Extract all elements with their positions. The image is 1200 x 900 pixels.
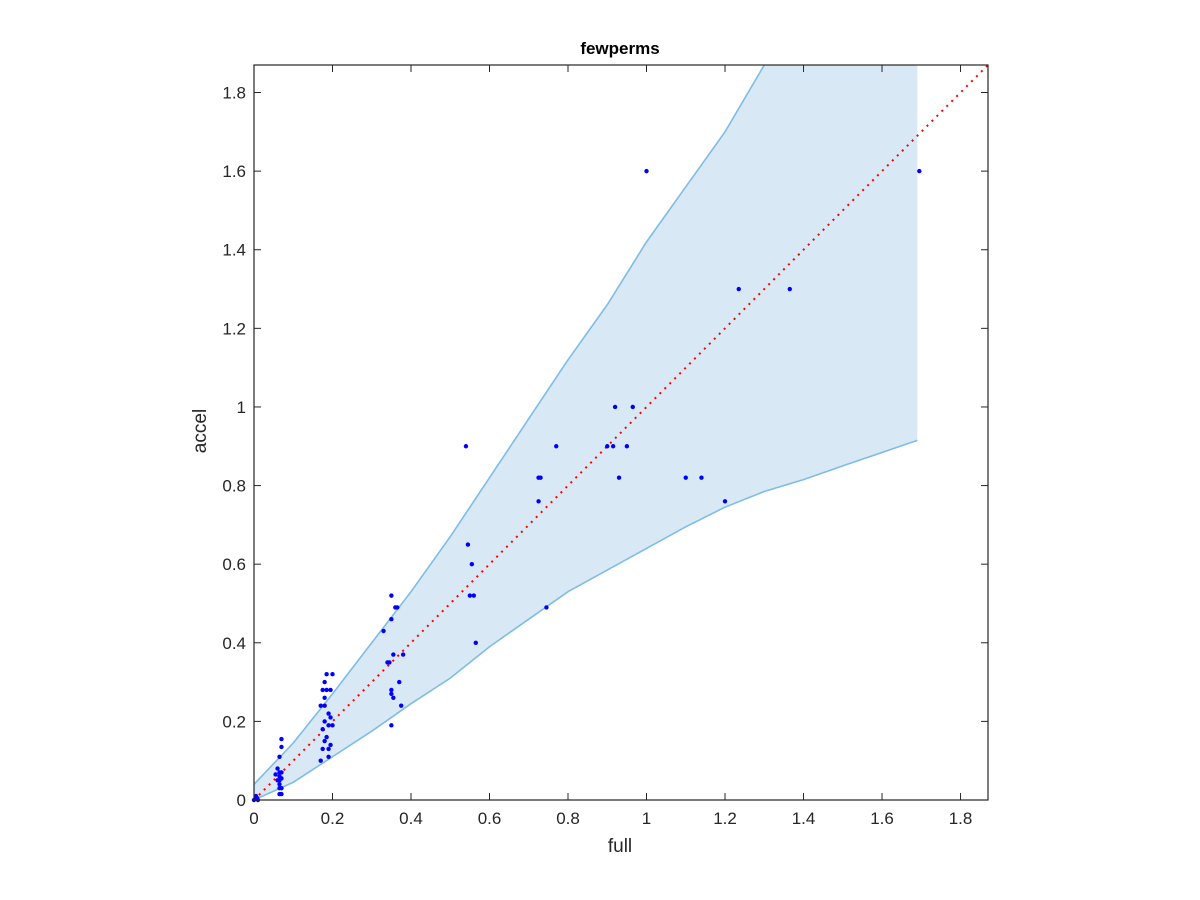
x-tick-label: 1.6 [870, 809, 894, 828]
y-tick-label: 1.8 [222, 84, 246, 103]
data-point [787, 286, 792, 292]
data-point [389, 687, 394, 693]
data-point [644, 168, 649, 174]
data-point [612, 404, 618, 410]
y-tick-label: 1.6 [222, 162, 246, 181]
data-point [400, 652, 406, 657]
data-point [279, 776, 284, 781]
data-point [463, 444, 469, 449]
data-point [536, 499, 541, 504]
data-point [320, 727, 325, 732]
data-point [469, 561, 475, 567]
data-point [277, 782, 282, 787]
data-point [630, 404, 635, 410]
data-point [398, 703, 404, 708]
data-point [326, 723, 331, 728]
data-point [326, 711, 331, 716]
data-point [324, 734, 329, 740]
data-point [328, 687, 333, 693]
data-point [279, 791, 284, 797]
data-point [610, 444, 616, 449]
data-point [324, 687, 329, 693]
y-tick-label: 0.6 [222, 555, 246, 574]
data-point [279, 770, 284, 775]
data-point [277, 754, 282, 759]
data-point [389, 616, 394, 622]
data-point [391, 695, 396, 701]
data-point [279, 786, 284, 791]
y-axis-label: accel [190, 409, 211, 453]
data-point [605, 444, 610, 449]
x-tick-label: 1.8 [949, 809, 973, 828]
data-point [538, 475, 543, 480]
data-point [544, 605, 549, 610]
x-tick-label: 0.6 [478, 809, 502, 828]
x-tick-label: 1 [642, 809, 651, 828]
data-point [389, 691, 394, 697]
y-tick-label: 0 [237, 791, 246, 810]
band-upper-edge [253, 64, 765, 785]
data-point [275, 766, 280, 771]
data-point [254, 795, 260, 801]
data-point [391, 652, 396, 657]
data-point [397, 679, 402, 685]
chart-title: fewperms [580, 39, 659, 58]
data-point [387, 660, 392, 665]
data-point [381, 628, 386, 634]
x-tick-label: 1.4 [792, 809, 816, 828]
y-tick-label: 0.4 [222, 634, 246, 653]
data-point [473, 640, 478, 645]
data-point [322, 719, 327, 724]
band-lower-edge [253, 439, 918, 801]
data-point [328, 715, 333, 720]
data-point [326, 754, 331, 759]
data-point [279, 736, 284, 742]
x-tick-label: 0.2 [321, 809, 345, 828]
data-point [389, 593, 394, 598]
x-tick-label: 0.4 [399, 809, 423, 828]
x-tick-label: 1.2 [713, 809, 737, 828]
y-tick-label: 1 [237, 398, 246, 417]
data-point [395, 605, 400, 610]
data-point [322, 703, 327, 708]
data-point [471, 593, 477, 598]
x-tick-label: 0.8 [556, 809, 580, 828]
data-point [324, 672, 329, 677]
data-point [389, 723, 394, 728]
x-tick-label: 0 [249, 809, 258, 828]
y-tick-label: 1.2 [222, 319, 246, 338]
data-point [330, 723, 335, 728]
x-axis-label: full [608, 836, 632, 857]
axes-frame [253, 64, 989, 801]
y-tick-label: 0.8 [222, 477, 246, 496]
data-point [320, 687, 325, 693]
data-point [279, 744, 284, 750]
data-point [736, 286, 741, 292]
data-point [624, 444, 630, 449]
data-point [322, 679, 327, 685]
data-point [273, 772, 278, 777]
plot-area: 0 0.2 0.4 0.6 0.8 1 1.2 1.4 1.6 1.8 0 0.2 0.4 0.6 0.8 1… [222, 64, 989, 828]
data-point [322, 695, 327, 701]
data-point [467, 593, 473, 598]
data-point [330, 672, 335, 677]
data-point [318, 758, 323, 763]
data-point [917, 168, 922, 174]
data-point [320, 746, 325, 752]
data-point [322, 738, 327, 744]
y-tick-label: 1.4 [222, 241, 246, 260]
data-point [326, 746, 331, 752]
reference-line [253, 64, 989, 801]
data-point [465, 542, 471, 547]
data-point [683, 475, 688, 480]
data-point [318, 703, 323, 708]
data-point [699, 475, 704, 480]
data-point [722, 499, 728, 504]
data-point [554, 444, 559, 449]
y-tick-label: 0.2 [222, 712, 246, 731]
data-point [616, 475, 622, 480]
data-point [328, 742, 333, 748]
confidence-band [254, 65, 918, 800]
